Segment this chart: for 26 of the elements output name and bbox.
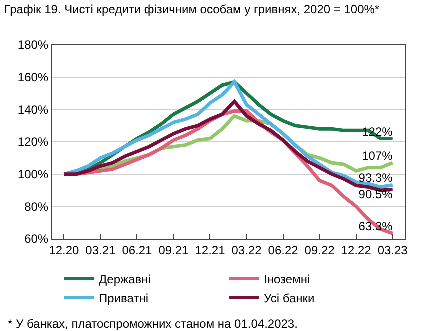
y-tick-label: 60% bbox=[24, 232, 49, 246]
x-tick-label: 12.22 bbox=[341, 243, 372, 258]
x-tick-label: 09.22 bbox=[304, 243, 336, 258]
x-tick-label: 06.22 bbox=[268, 243, 299, 258]
data-label: 90.5% bbox=[358, 188, 394, 202]
x-tick-label: 03.23 bbox=[378, 243, 408, 258]
legend-label: Усі банки bbox=[264, 291, 315, 306]
x-tick-label: 09.21 bbox=[158, 243, 190, 258]
x-tick-label: 03.22 bbox=[232, 243, 262, 258]
legend-label: Іноземні bbox=[264, 272, 310, 286]
legend-label: Приватні bbox=[99, 291, 149, 306]
chart-title: Графік 19. Чисті кредити фізичним особам у гривнях, 2020 = 100%* bbox=[4, 2, 380, 16]
y-tick-label: 140% bbox=[18, 102, 49, 117]
x-tick-label: 12.21 bbox=[195, 243, 226, 258]
x-tick-label: 03.21 bbox=[86, 243, 116, 258]
y-tick-label: 180% bbox=[18, 38, 49, 52]
y-tick-label: 80% bbox=[24, 200, 49, 214]
x-tick-label: 06.21 bbox=[122, 243, 153, 258]
data-label: 107% bbox=[362, 149, 394, 164]
y-tick-label: 100% bbox=[18, 168, 49, 182]
data-label: 93.3% bbox=[358, 171, 394, 186]
y-tick-label: 120% bbox=[18, 135, 49, 150]
text: * У банках, платоспроможних станом на 01.04.2023. bbox=[8, 317, 298, 331]
x-tick-label: 12.20 bbox=[49, 243, 80, 258]
legend-label: Державні bbox=[99, 272, 151, 286]
y-tick-label: 160% bbox=[18, 70, 49, 85]
